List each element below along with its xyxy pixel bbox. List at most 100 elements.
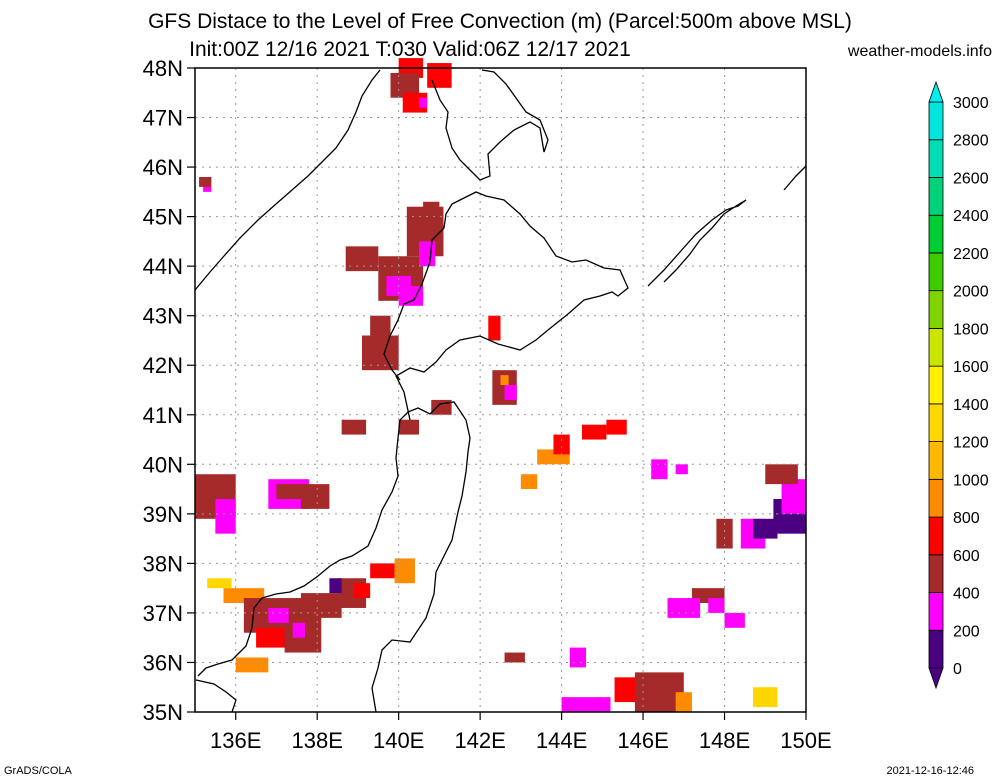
lfc-cell xyxy=(276,484,305,499)
colorbar: 0 200 400 600 800 1000 1200 1400 1600 1800 2000 220… xyxy=(928,80,989,690)
lfc-cell xyxy=(398,285,424,306)
lat-tick-label: 46N xyxy=(143,155,183,180)
lon-tick-label: 136E xyxy=(210,728,261,753)
colorbar-label: 200 xyxy=(953,623,980,640)
lat-tick-label: 35N xyxy=(143,700,183,725)
lfc-cell xyxy=(716,518,733,549)
colorbar-segment xyxy=(928,252,944,292)
lfc-cell xyxy=(398,419,420,435)
lfc-cell xyxy=(598,697,611,712)
lfc-cell xyxy=(708,598,725,613)
footer-credit: GrADS/COLA xyxy=(4,765,72,777)
lfc-cell xyxy=(394,558,415,584)
colorbar-label: 2000 xyxy=(953,284,989,301)
colorbar-segment xyxy=(928,592,944,631)
lfc-cell xyxy=(667,598,701,618)
lfc-cell xyxy=(675,464,688,475)
coastline-honshu xyxy=(197,401,471,713)
colorbar-label: 1800 xyxy=(953,321,989,338)
colorbar-label: 3000 xyxy=(953,95,989,112)
lfc-cell xyxy=(520,474,538,490)
lat-tick-label: 36N xyxy=(143,650,183,675)
colorbar-label: 2400 xyxy=(953,208,989,225)
lfc-cell xyxy=(419,97,428,108)
lon-tick-label: 146E xyxy=(617,728,668,753)
colorbar-segment xyxy=(928,441,944,480)
lat-tick-label: 37N xyxy=(143,601,183,626)
lfc-cell xyxy=(500,375,509,386)
lfc-cell xyxy=(345,246,379,272)
lat-tick-label: 45N xyxy=(143,205,183,230)
colorbar-segment xyxy=(928,365,944,405)
lfc-cell xyxy=(300,593,342,618)
lfc-cell xyxy=(781,479,806,514)
colorbar-label: 400 xyxy=(953,586,980,603)
coastline-hokkaido xyxy=(383,191,629,421)
lfc-cell xyxy=(488,315,501,341)
lat-tick-label: 47N xyxy=(143,106,183,131)
lon-tick-label: 148E xyxy=(699,728,750,753)
lfc-cell xyxy=(268,607,289,623)
lfc-cell xyxy=(423,201,440,227)
lfc-cell xyxy=(353,583,371,599)
plot-frame xyxy=(194,67,807,713)
lfc-cell xyxy=(724,612,745,628)
lfc-cell xyxy=(370,315,391,336)
lat-tick-label: 41N xyxy=(143,403,183,428)
coastline-kamchatka xyxy=(783,165,807,191)
colorbar-arrow-high xyxy=(928,80,944,103)
lfc-cell xyxy=(300,484,330,509)
lfc-cell xyxy=(561,697,603,712)
lon-tick-label: 140E xyxy=(373,728,424,753)
lfc-cell xyxy=(651,459,668,480)
lfc-cell xyxy=(553,434,570,455)
coastlines xyxy=(194,69,807,713)
lat-tick-label: 38N xyxy=(143,551,183,576)
colorbar-label: 1400 xyxy=(953,397,989,414)
lfc-cell xyxy=(370,563,395,579)
colorbar-segment xyxy=(928,290,944,329)
lfc-cell xyxy=(199,176,212,187)
colorbar-label: 800 xyxy=(953,510,980,527)
colorbar-segment xyxy=(928,139,944,178)
coastline-kurils xyxy=(647,199,747,287)
lon-tick-label: 138E xyxy=(292,728,343,753)
lfc-cell xyxy=(329,578,342,594)
lon-tick-label: 142E xyxy=(454,728,505,753)
lat-tick-label: 40N xyxy=(143,452,183,477)
lfc-cell xyxy=(765,464,798,485)
lfc-cell xyxy=(341,419,367,435)
colorbar-label: 0 xyxy=(953,661,962,678)
lfc-cell xyxy=(753,518,778,539)
lat-tick-label: 43N xyxy=(143,304,183,329)
longitude-labels: 136E 138E 140E 142E 144E 146E 148E 150E xyxy=(210,712,832,753)
colorbar-label: 1000 xyxy=(953,472,989,489)
colorbar-segment xyxy=(928,101,944,141)
chart-title: GFS Distace to the Level of Free Convect… xyxy=(148,10,852,33)
colorbar-segment xyxy=(928,629,944,669)
colorbar-segment xyxy=(928,403,944,443)
coastline-asia xyxy=(194,69,381,291)
lat-tick-label: 42N xyxy=(143,353,183,378)
site-label[interactable]: weather-models.info xyxy=(847,43,992,60)
lon-tick-label: 150E xyxy=(780,728,831,753)
colorbar-segment xyxy=(928,554,944,593)
lfc-cell xyxy=(606,419,627,435)
lfc-cell xyxy=(419,241,436,267)
lat-tick-label: 44N xyxy=(143,254,183,279)
colorbar-segment xyxy=(928,327,944,367)
coastline-kyushu-shikoku xyxy=(195,679,237,713)
lfc-cell xyxy=(753,687,778,708)
lat-tick-label: 39N xyxy=(143,502,183,527)
lat-tick-label: 48N xyxy=(143,56,183,81)
colorbar-label: 2800 xyxy=(953,133,989,150)
chart-subtitle: Init:00Z 12/16 2021 T:030 Valid:06Z 12/1… xyxy=(189,38,631,61)
lon-tick-label: 144E xyxy=(536,728,587,753)
coastline-sakhalin xyxy=(431,69,549,181)
lfc-field xyxy=(195,58,806,712)
lfc-cell xyxy=(215,498,236,534)
lfc-cell xyxy=(504,385,517,400)
colorbar-label: 600 xyxy=(953,548,980,565)
colorbar-segment xyxy=(928,516,944,556)
